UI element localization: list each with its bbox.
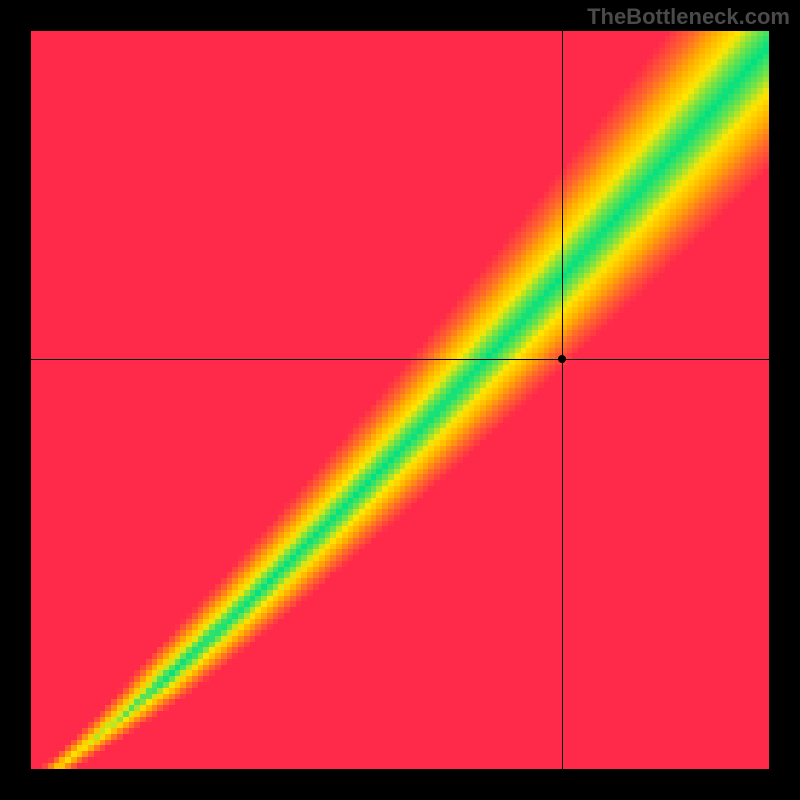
crosshair-vertical (562, 31, 563, 769)
crosshair-horizontal (31, 359, 769, 360)
watermark-text: TheBottleneck.com (587, 4, 790, 30)
marker-dot (558, 355, 566, 363)
chart-container: TheBottleneck.com (0, 0, 800, 800)
plot-area (31, 31, 769, 769)
heatmap-canvas (31, 31, 769, 769)
